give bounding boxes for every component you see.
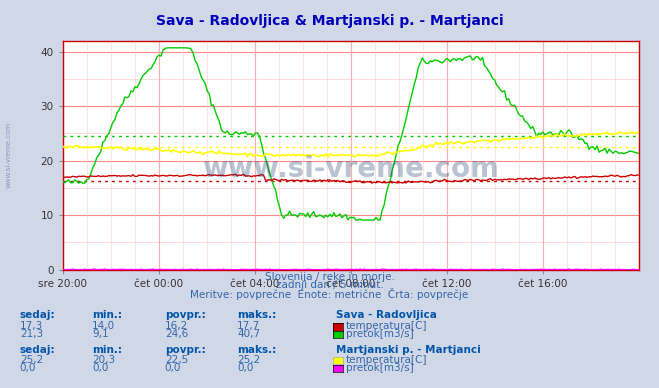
Text: 0,0: 0,0 — [92, 363, 109, 373]
Text: 20,3: 20,3 — [92, 355, 115, 365]
Text: 16,2: 16,2 — [165, 321, 188, 331]
Text: 0,0: 0,0 — [165, 363, 181, 373]
Text: Martjanski p. - Martjanci: Martjanski p. - Martjanci — [336, 345, 481, 355]
Text: 0,0: 0,0 — [237, 363, 254, 373]
Text: 17,7: 17,7 — [237, 321, 260, 331]
Text: povpr.:: povpr.: — [165, 345, 206, 355]
Text: Sava - Radovljica: Sava - Radovljica — [336, 310, 437, 320]
Text: pretok[m3/s]: pretok[m3/s] — [346, 329, 414, 339]
Text: 25,2: 25,2 — [237, 355, 260, 365]
Text: pretok[m3/s]: pretok[m3/s] — [346, 363, 414, 373]
Text: temperatura[C]: temperatura[C] — [346, 355, 428, 365]
Text: Slovenija / reke in morje.: Slovenija / reke in morje. — [264, 272, 395, 282]
Text: 14,0: 14,0 — [92, 321, 115, 331]
Text: www.si-vreme.com: www.si-vreme.com — [5, 122, 12, 188]
Text: maks.:: maks.: — [237, 345, 277, 355]
Text: www.si-vreme.com: www.si-vreme.com — [202, 155, 500, 183]
Text: min.:: min.: — [92, 345, 123, 355]
Text: 40,7: 40,7 — [237, 329, 260, 339]
Text: sedaj:: sedaj: — [20, 310, 55, 320]
Text: 22,5: 22,5 — [165, 355, 188, 365]
Text: maks.:: maks.: — [237, 310, 277, 320]
Text: 9,1: 9,1 — [92, 329, 109, 339]
Text: 24,6: 24,6 — [165, 329, 188, 339]
Text: 25,2: 25,2 — [20, 355, 43, 365]
Text: zadnji dan / 5 minut.: zadnji dan / 5 minut. — [275, 280, 384, 290]
Text: Meritve: povprečne  Enote: metrične  Črta: povprečje: Meritve: povprečne Enote: metrične Črta:… — [190, 288, 469, 300]
Text: temperatura[C]: temperatura[C] — [346, 321, 428, 331]
Text: 17,3: 17,3 — [20, 321, 43, 331]
Text: min.:: min.: — [92, 310, 123, 320]
Text: sedaj:: sedaj: — [20, 345, 55, 355]
Text: 0,0: 0,0 — [20, 363, 36, 373]
Text: 21,3: 21,3 — [20, 329, 43, 339]
Text: povpr.:: povpr.: — [165, 310, 206, 320]
Text: Sava - Radovljica & Martjanski p. - Martjanci: Sava - Radovljica & Martjanski p. - Mart… — [156, 14, 503, 28]
